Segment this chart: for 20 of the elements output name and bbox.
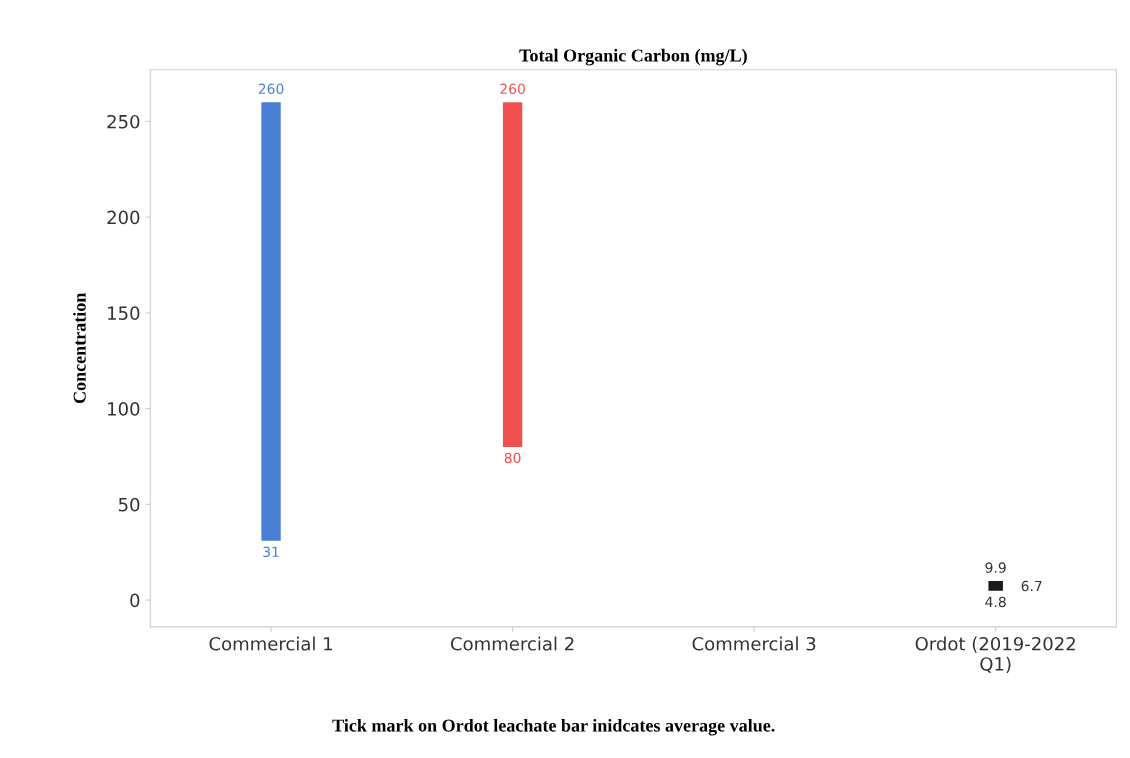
annotation: 9.9: [985, 562, 1006, 573]
annotation: 260: [500, 83, 525, 95]
annotation: 80: [504, 452, 521, 464]
x-tick-label: Commercial 3: [692, 636, 816, 651]
y-axis-title: Concentration: [73, 292, 86, 404]
annotation: 260: [258, 83, 284, 95]
text: Tick mark on Ordot leachate bar inidcates average value.: [332, 718, 775, 736]
chart-title: Total Organic Carbon (mg/L): [519, 48, 747, 66]
y-tick-label: 200: [107, 210, 140, 225]
y-tick-label: 100: [108, 402, 140, 416]
x-tick-label: Commercial 1: [209, 636, 332, 651]
y-tick-label: 50: [118, 497, 140, 512]
x-tick-label: Ordot (2019-2022 Q1): [915, 636, 1075, 673]
y-tick-label: 0: [130, 593, 140, 608]
y-tick-label: 150: [108, 306, 140, 320]
y-tick-label: 250: [107, 114, 140, 129]
annotation: 4.8: [985, 596, 1006, 608]
annotation: 31: [263, 546, 279, 558]
annotation: 6.7: [1021, 580, 1042, 592]
x-tick-label: Commercial 2: [451, 636, 574, 651]
